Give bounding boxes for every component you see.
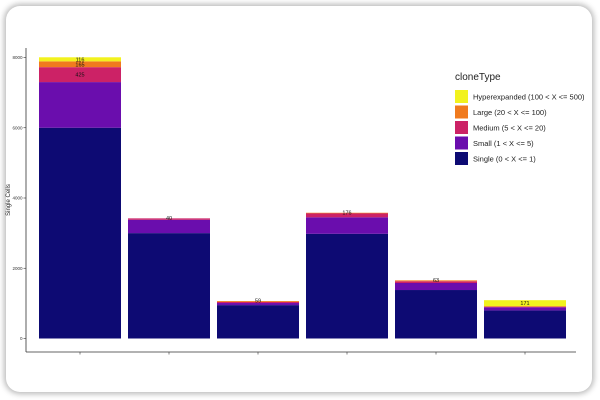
bar-5-small: [395, 283, 477, 291]
legend-entry-label: Large (20 < X <= 100): [473, 108, 547, 117]
bars-group: [39, 57, 566, 339]
data-label: 171: [520, 301, 529, 307]
bar-top-label: 63: [433, 278, 439, 284]
y-tick-label: 0: [20, 336, 23, 341]
bar-4-small: [306, 217, 388, 234]
y-axis-title: Single Cells: [6, 184, 12, 216]
bar-3-large: [217, 301, 299, 302]
axes-group: 0 2000 4000 6000 8000 Single Cells: [6, 48, 576, 355]
bar-4-single: [306, 233, 388, 339]
legend-entry-label: Single (0 < X <= 1): [473, 155, 536, 164]
y-tick-label: 4000: [12, 196, 23, 201]
bar-5-large: [395, 280, 477, 282]
data-label: 116: [76, 57, 85, 63]
bar-3-single: [217, 305, 299, 339]
bar-top-label: 40: [166, 216, 172, 222]
bar-6-medium: [484, 306, 566, 308]
bar-2-medium: [128, 218, 210, 220]
bar-3-small: [217, 303, 299, 306]
legend-swatch: [455, 90, 468, 103]
bar-6-small: [484, 307, 566, 311]
bar-4-medium: [306, 213, 388, 218]
data-label: 425: [75, 73, 84, 79]
bar-2-single: [128, 233, 210, 339]
legend-entry-label: Medium (5 < X <= 20): [473, 124, 546, 133]
data-label: 165: [75, 62, 84, 68]
legend-entry-label: Small (1 < X <= 5): [473, 139, 534, 148]
bar-1-hyperexpanded: [39, 57, 121, 62]
legend-swatch: [455, 121, 468, 134]
bar-1-single: [39, 127, 121, 339]
legend-entry-label: Hyperexpanded (100 < X <= 500): [473, 93, 585, 102]
bar-1-medium: [39, 67, 121, 83]
bar-6-large: [484, 306, 566, 307]
y-tick-label: 2000: [12, 266, 23, 271]
legend: cloneType Hyperexpanded (100 < X <= 500) L…: [455, 72, 585, 165]
bar-4-large: [306, 212, 388, 214]
bar-2-small: [128, 219, 210, 234]
bar-5-medium: [395, 281, 477, 284]
legend-swatch: [455, 152, 468, 165]
legend-swatch: [455, 105, 468, 119]
bar-6-hyperexpanded: [484, 300, 566, 307]
bar-3-medium: [217, 301, 299, 304]
y-tick-label: 8000: [12, 55, 23, 60]
bar-1-small: [39, 82, 121, 128]
bar-1-large: [39, 61, 121, 68]
bar-6-single: [484, 310, 566, 339]
legend-title: cloneType: [455, 72, 501, 83]
bar-top-label: 59: [255, 299, 261, 305]
legend-swatch: [455, 136, 468, 150]
bar-top-label: 176: [342, 210, 351, 216]
y-tick-label: 6000: [12, 125, 23, 130]
bar-5-single: [395, 290, 477, 339]
